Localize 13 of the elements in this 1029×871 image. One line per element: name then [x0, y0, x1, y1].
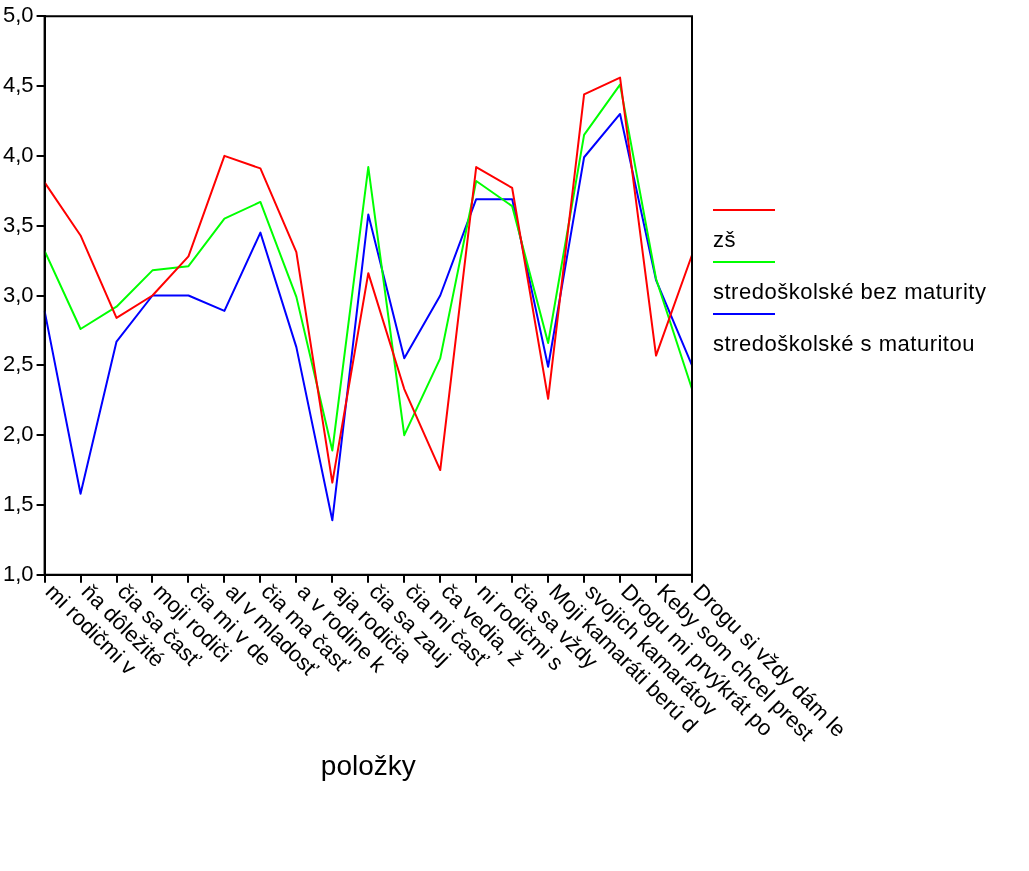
y-tick-label: 4,0: [2, 141, 34, 167]
legend-label: stredoškolské s maturitou: [713, 330, 976, 358]
y-tick-label: 1,5: [2, 491, 34, 517]
x-axis-title: položky: [320, 749, 416, 781]
y-tick-label: 3,5: [2, 211, 34, 237]
y-tick-label: 2,5: [2, 351, 34, 377]
legend-label: stredoškolské bez maturity: [713, 278, 988, 306]
legend-label: zš: [713, 226, 737, 254]
y-tick-label: 1,0: [2, 560, 34, 586]
y-tick-label: 4,5: [2, 72, 34, 98]
y-tick-label: 2,0: [2, 421, 34, 447]
y-tick-label: 3,0: [2, 281, 34, 307]
y-tick-label: 5,0: [2, 2, 34, 28]
